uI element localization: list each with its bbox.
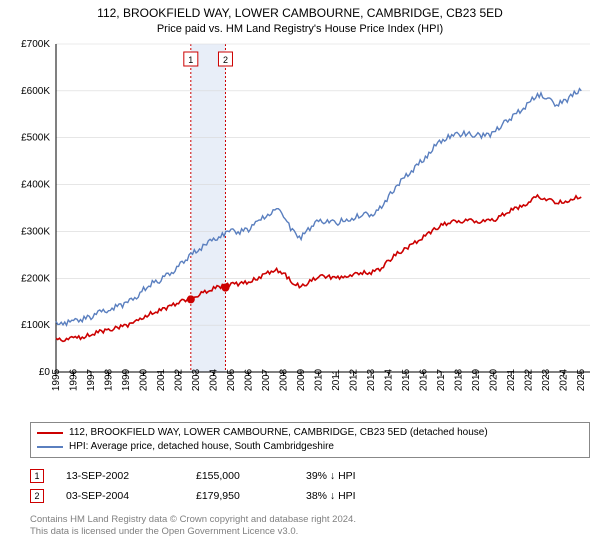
event-number: 2 <box>30 489 44 503</box>
event-date: 13-SEP-2002 <box>66 470 196 482</box>
svg-text:£600K: £600K <box>21 86 50 97</box>
svg-text:£0: £0 <box>39 367 51 378</box>
chart-plot: £0 £100K £200K £300K £400K £500K £600K £700K 199… <box>6 40 594 416</box>
attribution-line2: This data is licensed under the Open Gov… <box>30 526 590 538</box>
svg-text:2023: 2023 <box>541 368 552 391</box>
svg-text:£100K: £100K <box>21 320 50 331</box>
event-price: £179,950 <box>196 490 306 502</box>
svg-text:2007: 2007 <box>261 368 272 391</box>
event-date: 03-SEP-2004 <box>66 490 196 502</box>
attribution-line1: Contains HM Land Registry data © Crown c… <box>30 514 590 526</box>
svg-text:2017: 2017 <box>436 368 447 391</box>
svg-text:2025: 2025 <box>576 368 587 391</box>
svg-text:1999: 1999 <box>121 368 132 391</box>
attribution: Contains HM Land Registry data © Crown c… <box>30 514 590 539</box>
svg-text:2004: 2004 <box>209 368 220 391</box>
svg-text:2013: 2013 <box>366 368 377 391</box>
events-table: 1 13-SEP-2002£155,00039% ↓ HPI 2 03-SEP-200… <box>30 466 590 506</box>
svg-text:2024: 2024 <box>559 368 570 391</box>
chart-container: 112, BROOKFIELD WAY, LOWER CAMBOURNE, CA… <box>0 0 600 560</box>
legend-label: 112, BROOKFIELD WAY, LOWER CAMBOURNE, CA… <box>69 426 488 440</box>
svg-text:2002: 2002 <box>174 368 185 391</box>
svg-text:2000: 2000 <box>139 368 150 391</box>
svg-text:£700K: £700K <box>21 40 50 50</box>
event-price: £155,000 <box>196 470 306 482</box>
svg-text:2020: 2020 <box>489 368 500 391</box>
svg-text:2016: 2016 <box>419 368 430 391</box>
legend: 112, BROOKFIELD WAY, LOWER CAMBOURNE, CA… <box>30 422 590 458</box>
svg-text:2003: 2003 <box>191 368 202 391</box>
svg-text:1998: 1998 <box>104 368 115 391</box>
svg-text:£200K: £200K <box>21 273 50 284</box>
svg-text:2001: 2001 <box>156 368 167 391</box>
event-number: 1 <box>30 469 44 483</box>
svg-text:£300K: £300K <box>21 226 50 237</box>
svg-text:2022: 2022 <box>524 368 535 391</box>
svg-text:2: 2 <box>223 55 228 65</box>
legend-swatch <box>37 446 63 448</box>
svg-text:1996: 1996 <box>69 368 80 391</box>
svg-text:£400K: £400K <box>21 180 50 191</box>
svg-text:2006: 2006 <box>244 368 255 391</box>
legend-swatch <box>37 432 63 434</box>
event-row: 1 13-SEP-2002£155,00039% ↓ HPI <box>30 466 590 486</box>
svg-text:2012: 2012 <box>349 368 360 391</box>
svg-text:2014: 2014 <box>384 368 395 391</box>
event-diff: 39% ↓ HPI <box>306 470 356 482</box>
legend-item: HPI: Average price, detached house, Sout… <box>37 440 583 454</box>
event-diff: 38% ↓ HPI <box>306 490 356 502</box>
svg-text:2005: 2005 <box>226 368 237 391</box>
chart-subtitle: Price paid vs. HM Land Registry's House … <box>0 23 600 35</box>
footer: 112, BROOKFIELD WAY, LOWER CAMBOURNE, CA… <box>30 422 590 539</box>
legend-label: HPI: Average price, detached house, Sout… <box>69 440 334 454</box>
event-row: 2 03-SEP-2004£179,95038% ↓ HPI <box>30 486 590 506</box>
svg-text:1: 1 <box>188 55 193 65</box>
svg-text:2018: 2018 <box>454 368 465 391</box>
chart-title: 112, BROOKFIELD WAY, LOWER CAMBOURNE, CA… <box>0 0 600 22</box>
svg-text:2011: 2011 <box>331 369 342 391</box>
svg-text:1997: 1997 <box>86 368 97 391</box>
svg-text:2021: 2021 <box>506 368 517 391</box>
svg-text:1995: 1995 <box>51 368 62 391</box>
chart-svg: £0 £100K £200K £300K £400K £500K £600K £700K 199… <box>6 40 594 416</box>
svg-text:2019: 2019 <box>471 368 482 391</box>
legend-item: 112, BROOKFIELD WAY, LOWER CAMBOURNE, CA… <box>37 426 583 440</box>
svg-text:2010: 2010 <box>314 368 325 391</box>
svg-text:2015: 2015 <box>401 368 412 391</box>
svg-text:£500K: £500K <box>21 133 50 144</box>
svg-text:2008: 2008 <box>279 368 290 391</box>
svg-text:2009: 2009 <box>296 368 307 391</box>
